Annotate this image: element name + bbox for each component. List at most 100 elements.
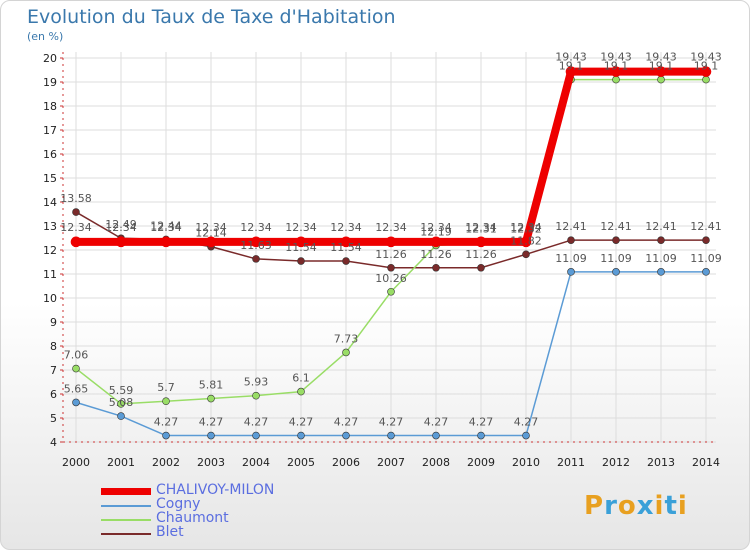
data-point-chalivoy-milon: [520, 236, 532, 248]
data-point-blet: [387, 263, 395, 272]
data-label-chalivoy-milon: 12.34: [420, 221, 452, 234]
data-label-blet: 12.41: [645, 220, 677, 233]
data-point-cogny: [117, 412, 125, 420]
data-label-chaumont: 5.93: [244, 376, 269, 389]
data-label-chalivoy-milon: 12.34: [105, 221, 137, 234]
y-tick-label: 17: [43, 124, 57, 137]
data-label-chalivoy-milon: 12.34: [510, 221, 542, 234]
data-label-chaumont: 12.32: [510, 222, 542, 235]
data-label-blet: 11.26: [375, 248, 407, 261]
data-label-cogny: 4.27: [514, 416, 539, 429]
y-tick-label: 18: [43, 100, 57, 113]
data-point-cogny: [297, 431, 305, 440]
legend-swatch-chaumont: [101, 519, 151, 521]
data-label-cogny: 4.27: [244, 416, 269, 429]
data-label-cogny: 4.27: [334, 416, 359, 429]
data-point-chalivoy-milon: [340, 236, 352, 248]
proxiti-logo: Proxiti: [584, 491, 688, 521]
data-label-chalivoy-milon: 19.43: [555, 51, 587, 64]
y-tick-label: 16: [43, 148, 57, 161]
data-label-blet: 12.41: [600, 220, 632, 233]
x-tick-label: 2006: [332, 456, 360, 469]
data-point-chalivoy-milon: [250, 236, 262, 248]
data-point-chaumont: [72, 364, 80, 373]
data-point-chalivoy-milon: [70, 236, 82, 248]
data-point-chaumont: [162, 397, 170, 406]
data-label-chalivoy-milon: 12.34: [330, 221, 362, 234]
data-label-chaumont: 19.1: [604, 60, 629, 73]
data-point-cogny: [567, 268, 575, 276]
data-point-chalivoy-milon: [205, 236, 217, 248]
data-point-cogny: [702, 268, 710, 276]
x-tick-label: 2010: [512, 456, 540, 469]
y-tick-label: 11: [43, 268, 57, 281]
data-label-cogny: 4.27: [199, 416, 224, 429]
data-point-cogny: [207, 431, 215, 440]
y-tick-label: 14: [43, 196, 57, 209]
logo-letter: o: [617, 491, 637, 521]
y-tick-label: 8: [50, 340, 57, 353]
data-label-cogny: 11.09: [690, 252, 722, 265]
data-point-chalivoy-milon: [295, 236, 307, 248]
data-point-chaumont: [252, 391, 260, 400]
data-point-chalivoy-milon: [430, 236, 442, 248]
data-label-cogny: 5.65: [64, 382, 89, 395]
data-label-blet: 11.26: [465, 248, 497, 261]
x-tick-label: 2001: [107, 456, 135, 469]
data-point-cogny: [657, 268, 665, 276]
data-label-chaumont: 12.31: [465, 223, 497, 236]
data-label-chalivoy-milon: 12.34: [240, 221, 272, 234]
data-label-cogny: 11.09: [600, 252, 632, 265]
data-label-cogny: 4.27: [289, 416, 314, 429]
x-tick-label: 2012: [602, 456, 630, 469]
data-label-blet: 12.14: [195, 227, 227, 240]
y-tick-label: 15: [43, 172, 57, 185]
data-label-chaumont: 6.1: [292, 372, 310, 385]
logo-letter: x: [636, 491, 655, 521]
chart-title: Evolution du Taux de Taxe d'Habitation: [27, 6, 396, 28]
data-point-chaumont: [387, 287, 395, 296]
data-label-chaumont: 5.81: [199, 379, 224, 392]
data-point-blet: [252, 255, 260, 263]
data-point-chalivoy-milon: [565, 66, 577, 77]
data-point-blet: [567, 236, 575, 244]
data-label-blet: 13.58: [60, 192, 92, 205]
legend-swatch-cogny: [101, 505, 151, 507]
data-label-blet: 11.82: [510, 234, 542, 247]
x-tick-label: 2014: [692, 456, 720, 469]
data-point-cogny: [477, 431, 485, 440]
data-point-blet: [72, 208, 80, 216]
data-point-cogny: [387, 431, 395, 440]
data-label-chaumont: 5.7: [157, 381, 175, 394]
legend-swatch-blet: [101, 533, 151, 535]
data-label-chaumont: 19.1: [694, 60, 719, 73]
data-point-blet: [702, 236, 710, 244]
data-label-cogny: 5.08: [109, 396, 134, 409]
data-point-blet: [342, 257, 350, 265]
x-tick-label: 2000: [62, 456, 90, 469]
data-point-chaumont: [657, 75, 665, 84]
x-tick-label: 2013: [647, 456, 675, 469]
y-tick-label: 13: [43, 220, 57, 233]
logo-letter: P: [584, 491, 605, 521]
y-tick-label: 4: [50, 436, 57, 449]
data-label-chalivoy-milon: 12.34: [150, 221, 182, 234]
data-label-chalivoy-milon: 12.34: [285, 221, 317, 234]
data-point-chaumont: [702, 75, 710, 84]
data-label-cogny: 11.09: [555, 252, 587, 265]
data-point-chaumont: [117, 400, 125, 408]
data-point-cogny: [432, 431, 440, 440]
legend-label: Cogny: [156, 496, 201, 512]
data-point-cogny: [522, 431, 530, 440]
data-label-cogny: 4.27: [379, 416, 404, 429]
data-labels: 12.34 12.34 12.34 12.34 12.34 12.34 12.34 12.34…: [60, 51, 722, 429]
x-tick-label: 2009: [467, 456, 495, 469]
data-label-chaumont: 7.06: [64, 349, 89, 362]
data-label-blet: 12.41: [690, 220, 722, 233]
data-label-chalivoy-milon: 19.43: [645, 51, 677, 64]
data-label-chaumont: 19.1: [559, 60, 584, 73]
data-point-cogny: [612, 268, 620, 276]
unit-label: (en %): [27, 30, 64, 43]
data-label-blet: 11.54: [330, 241, 362, 254]
